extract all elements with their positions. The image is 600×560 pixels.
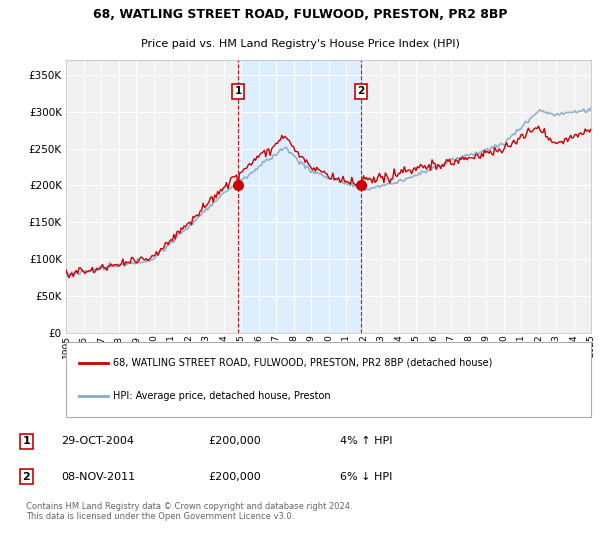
Text: 1: 1 — [23, 436, 30, 446]
Bar — [238, 60, 361, 333]
Text: Contains HM Land Registry data © Crown copyright and database right 2024.
This d: Contains HM Land Registry data © Crown c… — [26, 502, 353, 521]
Text: 68, WATLING STREET ROAD, FULWOOD, PRESTON, PR2 8BP (detached house): 68, WATLING STREET ROAD, FULWOOD, PRESTO… — [113, 358, 493, 368]
Text: £200,000: £200,000 — [208, 472, 260, 482]
Text: 6% ↓ HPI: 6% ↓ HPI — [340, 472, 392, 482]
Text: 08-NOV-2011: 08-NOV-2011 — [61, 472, 135, 482]
Text: HPI: Average price, detached house, Preston: HPI: Average price, detached house, Pres… — [113, 391, 331, 401]
Text: £200,000: £200,000 — [208, 436, 260, 446]
Text: 2: 2 — [23, 472, 30, 482]
FancyBboxPatch shape — [66, 342, 591, 417]
Text: 2: 2 — [357, 86, 365, 96]
Text: 1: 1 — [235, 86, 242, 96]
Text: 68, WATLING STREET ROAD, FULWOOD, PRESTON, PR2 8BP: 68, WATLING STREET ROAD, FULWOOD, PRESTO… — [93, 8, 507, 21]
Text: 29-OCT-2004: 29-OCT-2004 — [61, 436, 134, 446]
Text: 4% ↑ HPI: 4% ↑ HPI — [340, 436, 393, 446]
Text: Price paid vs. HM Land Registry's House Price Index (HPI): Price paid vs. HM Land Registry's House … — [140, 39, 460, 49]
